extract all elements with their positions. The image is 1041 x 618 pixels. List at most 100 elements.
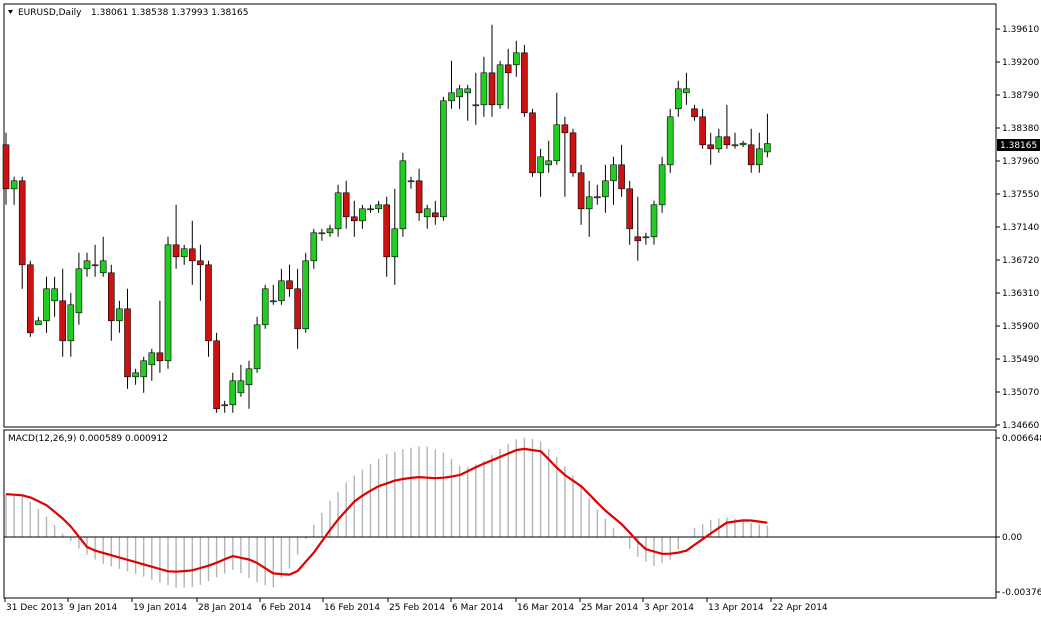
- candle-body: [634, 236, 642, 242]
- candle-body: [731, 144, 739, 147]
- candle: [140, 356, 147, 393]
- candle-body: [561, 124, 569, 134]
- symbol-label: EURUSD,Daily: [18, 8, 82, 18]
- date-tick-label: 9 Jan 2014: [69, 603, 117, 613]
- candle: [537, 148, 544, 197]
- candle: [67, 292, 75, 357]
- candle-body: [221, 404, 228, 407]
- candle-body: [440, 100, 447, 218]
- candle: [334, 184, 342, 237]
- candle: [674, 80, 682, 117]
- candle-body: [180, 248, 188, 258]
- date-tick-label: 19 Jan 2014: [133, 603, 187, 613]
- candle: [545, 140, 553, 173]
- candle: [731, 132, 739, 149]
- price-tick-label: 1.35900: [1002, 322, 1039, 332]
- candle-body: [553, 124, 561, 162]
- candle-body: [302, 260, 310, 330]
- candle-body: [658, 164, 666, 206]
- candle-body: [342, 192, 350, 218]
- candle: [51, 276, 58, 317]
- candle-body: [642, 236, 650, 239]
- date-tick-label: 16 Mar 2014: [517, 603, 574, 613]
- candle-body: [359, 208, 366, 222]
- candle: [723, 104, 731, 149]
- candle: [2, 132, 10, 205]
- dropdown-triangle-icon[interactable]: [8, 10, 13, 14]
- candle: [213, 332, 220, 413]
- candle-body: [286, 280, 293, 290]
- candle-body: [35, 320, 42, 326]
- candle: [132, 368, 139, 385]
- candle: [342, 180, 350, 229]
- candle-body: [496, 64, 504, 106]
- candle-body: [529, 112, 536, 174]
- candle: [18, 176, 26, 289]
- candle: [253, 316, 261, 373]
- candle-body: [294, 288, 301, 330]
- candle: [423, 204, 431, 229]
- candle-body: [488, 72, 496, 106]
- candle-body: [480, 72, 488, 106]
- candle-body: [593, 196, 601, 199]
- candle-body: [172, 244, 180, 258]
- candle: [59, 268, 67, 357]
- candle: [747, 128, 755, 173]
- candle: [294, 268, 301, 349]
- candle-body: [367, 208, 374, 211]
- candle: [318, 228, 326, 241]
- candle: [269, 284, 277, 305]
- candle-body: [99, 260, 107, 274]
- price-tick-label: 1.36310: [1002, 289, 1039, 299]
- candle-body: [245, 368, 253, 386]
- candle-body: [431, 212, 439, 218]
- candle-body: [626, 188, 634, 230]
- candle-body: [124, 308, 131, 378]
- macd-histogram: [5, 437, 769, 588]
- candle-body: [423, 208, 431, 218]
- candle: [229, 372, 237, 413]
- candle: [610, 156, 617, 205]
- candle-body: [205, 264, 212, 342]
- candle: [375, 200, 382, 213]
- candle: [739, 140, 747, 148]
- candle: [205, 260, 212, 357]
- candle: [91, 244, 99, 277]
- candle: [504, 48, 512, 109]
- candle: [602, 164, 609, 213]
- candle-body: [472, 104, 480, 107]
- candle-body: [108, 272, 115, 322]
- price-tick-label: 1.36720: [1002, 256, 1039, 266]
- candle-body: [577, 172, 585, 210]
- candle: [577, 164, 585, 225]
- macd-signal-line: [5, 447, 768, 576]
- price-tick-label: 1.38790: [1002, 91, 1039, 101]
- candle: [197, 244, 204, 301]
- candle: [99, 236, 107, 277]
- candle: [764, 113, 771, 158]
- candle: [350, 200, 358, 237]
- candle: [456, 84, 463, 109]
- candle-body: [683, 88, 690, 94]
- date-tick-label: 13 Apr 2014: [708, 603, 764, 613]
- candle: [715, 128, 723, 153]
- price-tick-label: 1.37140: [1002, 223, 1039, 233]
- candle: [699, 108, 706, 149]
- candle: [472, 72, 480, 125]
- candle-body: [26, 264, 34, 334]
- candle: [124, 288, 131, 389]
- candle: [585, 180, 593, 237]
- candle-body: [318, 232, 326, 235]
- price-candles: [2, 24, 771, 413]
- candle-body: [156, 352, 164, 362]
- candle-body: [415, 180, 423, 214]
- candle: [10, 176, 18, 205]
- candle-body: [334, 192, 342, 230]
- candle: [529, 108, 536, 177]
- candle: [75, 252, 83, 325]
- candle-body: [691, 108, 698, 118]
- candle-body: [10, 180, 18, 190]
- candle-body: [213, 340, 220, 410]
- candle: [642, 232, 650, 245]
- candle-body: [739, 142, 747, 146]
